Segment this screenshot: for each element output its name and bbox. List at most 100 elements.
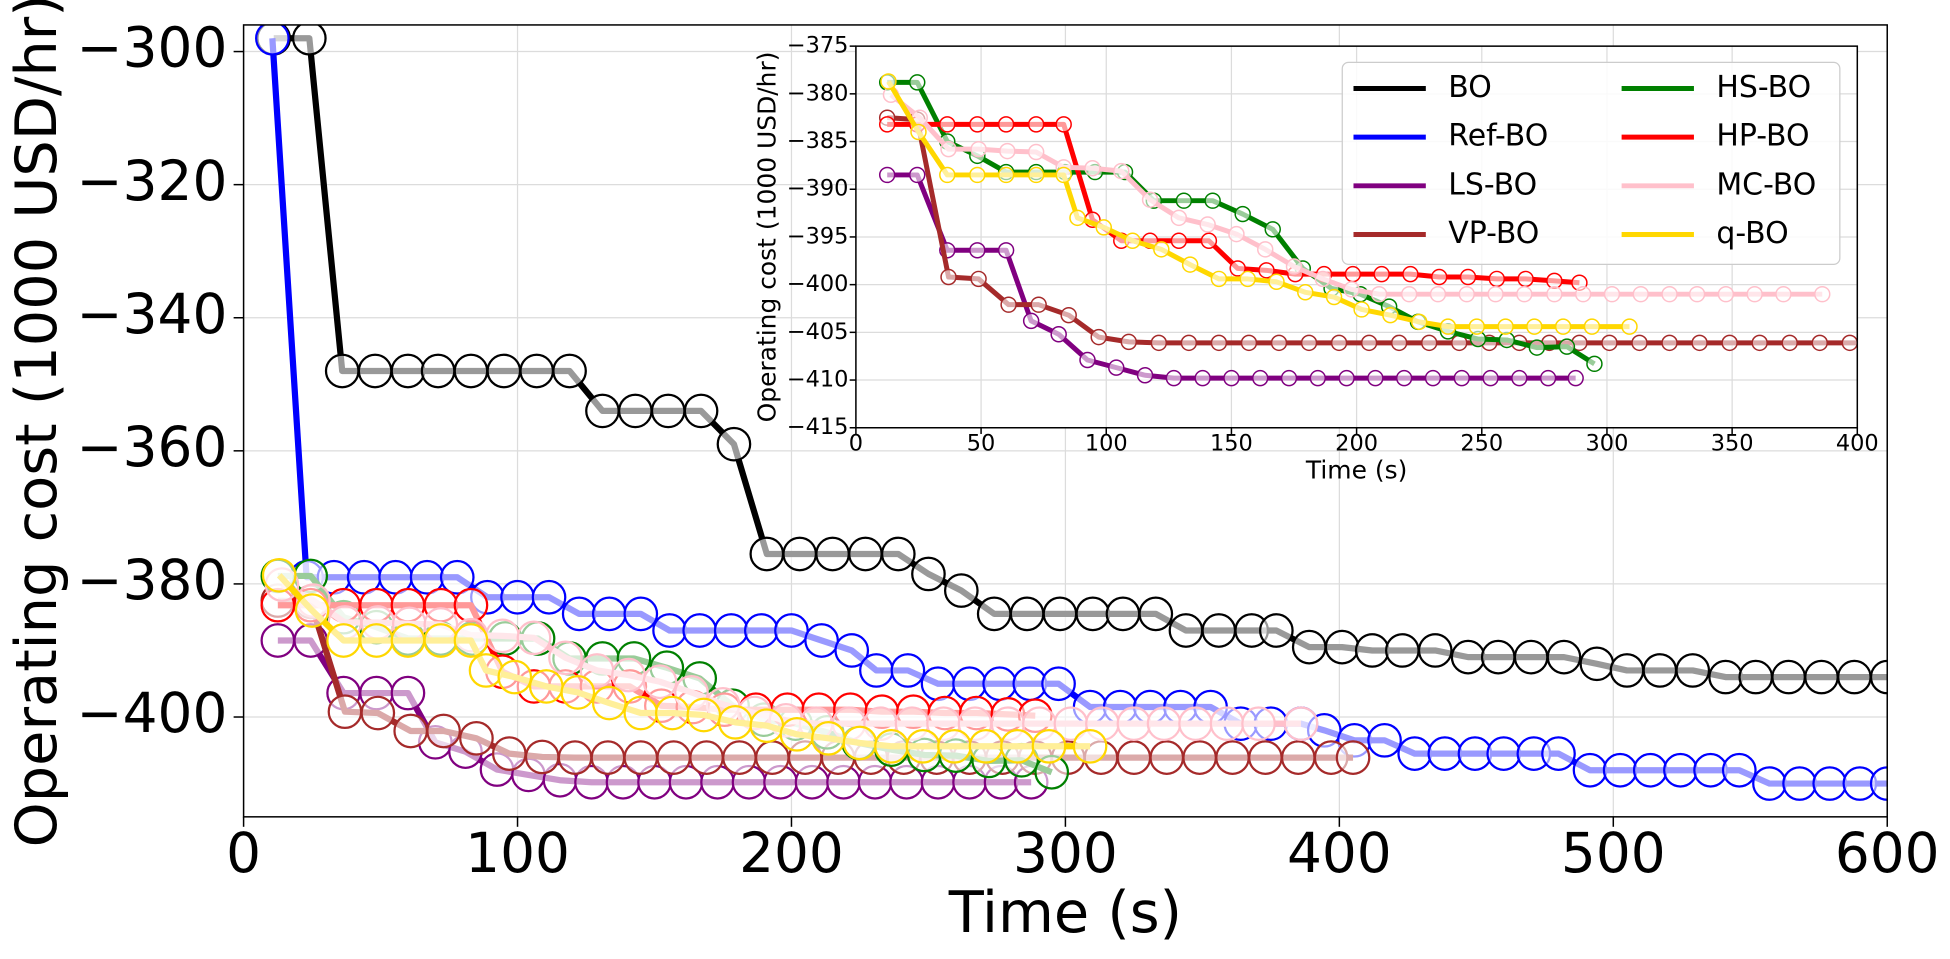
y-tick-label: −390: [787, 176, 849, 202]
data-point: [969, 116, 986, 133]
data-point: [591, 596, 627, 632]
y-tick-label: −405: [787, 319, 849, 345]
legend-label: q-BO: [1716, 216, 1788, 251]
data-point: [999, 142, 1016, 160]
data-point: [1410, 313, 1428, 331]
data-point: [811, 720, 846, 756]
data-point: [997, 116, 1015, 133]
data-point: [1541, 736, 1576, 771]
data-point: [937, 728, 972, 764]
data-point: [1228, 225, 1245, 243]
x-tick-label: 200: [1335, 430, 1378, 456]
data-point: [1402, 265, 1419, 283]
data-point: [1027, 166, 1045, 184]
x-tick-label: 0: [849, 430, 863, 456]
data-point: [1335, 740, 1371, 775]
data-point: [531, 579, 567, 615]
data-point: [1430, 268, 1448, 286]
data-point: [1084, 160, 1101, 177]
data-point: [1330, 334, 1348, 352]
data-point: [779, 716, 815, 752]
x-tick-label: 200: [739, 821, 844, 885]
data-point: [920, 666, 956, 702]
data-point: [774, 613, 809, 648]
data-point: [561, 596, 597, 632]
x-tick-label: 400: [1287, 821, 1392, 885]
data-point: [909, 74, 926, 91]
data-point: [1042, 596, 1078, 632]
data-point: [1338, 369, 1355, 387]
x-tick-label: 100: [1085, 430, 1128, 456]
data-point: [611, 657, 646, 693]
data-point: [1579, 646, 1615, 682]
data-point: [1804, 659, 1839, 695]
data-point: [1752, 766, 1787, 801]
data-point: [1182, 740, 1217, 775]
data-point: [804, 623, 839, 658]
data-point: [1602, 752, 1638, 788]
data-point: [1516, 285, 1533, 303]
data-point: [1370, 285, 1388, 303]
y-tick-label: −380: [787, 80, 849, 106]
data-point: [1215, 740, 1250, 775]
data-point: [1546, 639, 1582, 675]
data-point: [552, 353, 587, 389]
x-tick-label: 0: [226, 821, 261, 885]
x-tick-label: 250: [1460, 430, 1503, 456]
data-point: [1075, 596, 1111, 632]
data-point: [1150, 334, 1168, 352]
data-point: [1031, 728, 1067, 764]
data-point: [491, 736, 527, 771]
data-point: [1285, 258, 1303, 275]
data-point: [976, 596, 1012, 632]
data-point: [1055, 116, 1072, 133]
data-point: [905, 728, 941, 764]
data-point: [1708, 659, 1743, 695]
data-point: [1675, 653, 1711, 688]
data-point: [656, 740, 692, 775]
x-tick-label: 150: [1210, 430, 1253, 456]
data-point: [1417, 633, 1453, 668]
data-point: [1373, 265, 1390, 283]
data-point: [683, 393, 719, 429]
data-point: [453, 353, 489, 389]
data-point: [1609, 653, 1645, 688]
data-point: [1178, 706, 1213, 742]
data-point: [485, 618, 520, 654]
data-point: [1353, 301, 1370, 318]
data-point: [390, 353, 426, 389]
data-point: [1424, 369, 1442, 387]
data-point: [1180, 334, 1198, 352]
data-point: [654, 695, 690, 731]
data-point: [1120, 333, 1138, 351]
data-point: [519, 353, 555, 389]
legend-label: Ref-BO: [1448, 119, 1548, 154]
data-point: [997, 242, 1015, 259]
data-point: [591, 685, 627, 721]
data-point: [1486, 736, 1522, 771]
data-point: [1354, 633, 1390, 668]
data-point: [459, 720, 494, 756]
data-point: [1138, 596, 1174, 632]
data-point: [548, 640, 583, 676]
data-point: [880, 536, 916, 572]
plot-area: [255, 24, 1888, 801]
data-point: [1325, 288, 1343, 306]
data-point: [1181, 256, 1199, 273]
x-tick-label: 300: [1586, 430, 1629, 456]
data-point: [1095, 219, 1112, 236]
data-point: [497, 659, 533, 695]
data-point: [1022, 312, 1040, 330]
data-point: [1367, 722, 1402, 758]
data-point: [1517, 270, 1534, 288]
data-point: [754, 740, 790, 775]
data-point: [1511, 369, 1528, 387]
data-point: [686, 697, 722, 733]
data-point: [968, 728, 1004, 764]
data-point: [1751, 334, 1768, 352]
data-point: [880, 73, 897, 90]
data-point: [1453, 369, 1470, 387]
data-point: [1721, 334, 1738, 352]
data-point: [1663, 752, 1698, 788]
